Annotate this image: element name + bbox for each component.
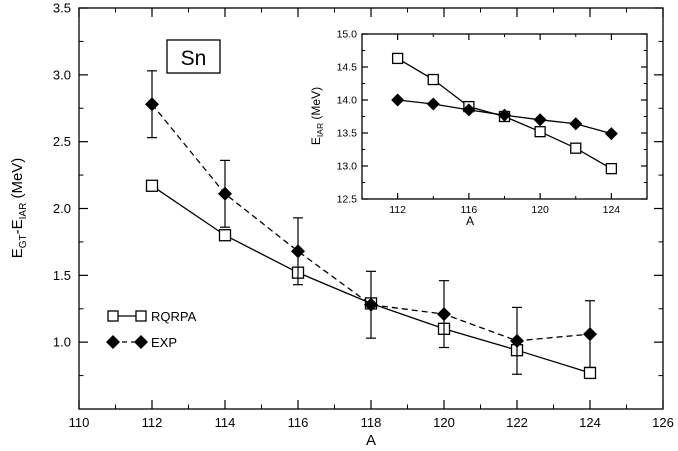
inset-x-axis-label: A bbox=[466, 214, 474, 228]
inset-diamond-marker bbox=[426, 97, 440, 111]
main-diamond-marker bbox=[437, 307, 451, 322]
x-tick-label: 116 bbox=[461, 204, 478, 216]
x-tick-label: 118 bbox=[361, 415, 382, 430]
x-tick-label: 116 bbox=[288, 415, 309, 430]
inset-diamond-marker bbox=[391, 93, 405, 107]
inset-y-axis-label: EIAR (MeV) bbox=[309, 87, 325, 145]
main-tick-marks bbox=[78, 7, 664, 409]
main-diamond-marker bbox=[218, 186, 232, 201]
inset-tick-labels: 112 116 120 124 12.5 13.0 13.5 14.0 14.5 15.0 bbox=[337, 29, 621, 217]
main-diamond-marker bbox=[510, 333, 524, 348]
y-tick-label: 12.5 bbox=[337, 194, 358, 206]
y-tick-label: 13.5 bbox=[337, 128, 358, 140]
main-diamond-marker bbox=[145, 97, 159, 112]
y-tick-label: 1.5 bbox=[53, 268, 71, 283]
legend-rqrpa-marker bbox=[135, 310, 147, 322]
main-diamond-marker bbox=[291, 244, 305, 259]
y-tick-label: 2.5 bbox=[53, 134, 71, 149]
inset-tick-marks bbox=[362, 33, 647, 200]
element-label-box bbox=[166, 39, 221, 74]
x-tick-label: 126 bbox=[652, 415, 674, 430]
inset-diamond-marker bbox=[498, 108, 511, 122]
inset-diamond-marker bbox=[569, 117, 583, 131]
legend: RQRPA EXP bbox=[106, 309, 197, 350]
y-tick-label: 15.0 bbox=[337, 29, 358, 41]
inset-square-marker bbox=[534, 126, 546, 138]
x-tick-label: 110 bbox=[69, 415, 90, 430]
y-tick-label: 3.5 bbox=[53, 1, 71, 16]
main-tick-labels: 110 112 114 116 118 120 122 124 126 1.0 1.5 2.0 2.5 3… bbox=[53, 1, 674, 431]
inset-series-layer bbox=[391, 52, 618, 175]
main-diamond-marker bbox=[583, 327, 597, 342]
legend-rqrpa-label: RQRPA bbox=[151, 309, 197, 324]
inset-diamond-marker bbox=[604, 127, 618, 141]
legend-exp-marker bbox=[134, 335, 148, 349]
x-tick-label: 124 bbox=[603, 204, 621, 216]
main-square-marker bbox=[583, 366, 597, 380]
main-x-axis-label: A bbox=[366, 432, 376, 449]
x-tick-label: 120 bbox=[531, 204, 549, 216]
inset-diamond-marker bbox=[533, 113, 547, 127]
main-series-layer bbox=[145, 70, 597, 380]
x-tick-label: 122 bbox=[506, 415, 528, 430]
inset-square-marker bbox=[391, 52, 404, 65]
main-y-axis-label: EGT-EIAR (MeV) bbox=[9, 158, 29, 259]
y-tick-label: 13.0 bbox=[337, 161, 358, 173]
y-tick-label: 3.0 bbox=[53, 67, 71, 82]
element-label: Sn bbox=[181, 47, 207, 70]
x-tick-label: 112 bbox=[142, 415, 163, 430]
main-square-marker bbox=[145, 179, 159, 192]
inset-square-marker bbox=[427, 73, 439, 86]
inset-square-marker bbox=[570, 142, 582, 154]
x-tick-label: 124 bbox=[579, 415, 601, 430]
main-diamond-marker bbox=[364, 297, 378, 312]
legend-rqrpa-marker bbox=[107, 310, 119, 322]
x-tick-label: 112 bbox=[389, 204, 406, 216]
y-tick-label: 1.0 bbox=[53, 335, 71, 350]
legend-exp-label: EXP bbox=[151, 335, 177, 350]
y-tick-label: 2.0 bbox=[53, 201, 71, 216]
legend-exp-marker bbox=[106, 335, 120, 349]
inset-diamond-marker bbox=[462, 103, 476, 117]
inset-square-marker bbox=[605, 162, 618, 175]
x-tick-label: 120 bbox=[433, 415, 455, 430]
x-tick-label: 114 bbox=[215, 415, 236, 430]
y-tick-label: 14.5 bbox=[337, 62, 358, 74]
main-square-marker bbox=[218, 229, 232, 242]
y-tick-label: 14.0 bbox=[337, 95, 358, 107]
